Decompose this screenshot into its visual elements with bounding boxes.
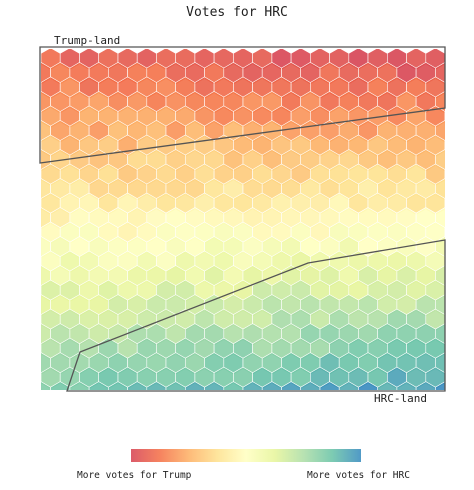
hex-cell	[444, 53, 445, 65]
hex-cell	[415, 381, 436, 390]
hex-cell	[146, 381, 167, 390]
hex-cell	[444, 256, 445, 269]
hex-cell	[41, 140, 42, 152]
hex-cell	[41, 256, 42, 269]
hex-cell	[41, 285, 42, 298]
hex-cell	[88, 381, 109, 390]
hex-cell	[455, 62, 474, 84]
hex-cell	[50, 381, 71, 390]
hex-cell	[444, 140, 445, 152]
trump-land-region	[39, 46, 446, 164]
hrc-land-label: HRC-land	[374, 392, 427, 405]
hex-cell	[455, 91, 474, 113]
hex-cell	[41, 372, 42, 385]
hex-cell	[338, 381, 359, 390]
hex-cell	[444, 314, 445, 327]
hex-cell	[444, 111, 445, 123]
hex-cell	[444, 169, 445, 181]
hex-cells	[41, 49, 474, 404]
hex-cell	[319, 381, 340, 390]
hex-cell	[41, 169, 42, 181]
hex-cell	[455, 353, 474, 375]
hex-cell	[444, 227, 445, 240]
hex-cell	[455, 208, 474, 230]
hex-cell	[281, 381, 302, 390]
hrc-land-region	[66, 239, 446, 392]
hex-cell	[41, 198, 42, 211]
hex-cell	[455, 324, 474, 346]
hex-cell	[358, 381, 379, 390]
hex-cell	[165, 381, 186, 390]
hex-cell	[444, 82, 445, 94]
hex-cell	[455, 179, 474, 201]
chart-title: Votes for HRC	[186, 5, 288, 20]
hex-cell	[41, 343, 42, 356]
hex-cell	[41, 314, 42, 327]
hex-cell	[455, 120, 474, 142]
hex-cell	[223, 381, 244, 390]
hex-cell	[377, 381, 398, 390]
hex-cell	[108, 381, 128, 390]
hex-cell	[444, 198, 445, 211]
hex-cell	[455, 295, 474, 317]
hex-cell	[204, 381, 225, 390]
colorbar: More votes for Trump More votes for HRC	[77, 449, 410, 481]
hex-cell	[455, 237, 474, 259]
hex-cell	[41, 227, 42, 240]
hex-cell	[41, 381, 51, 390]
colorbar-label-hrc: More votes for HRC	[307, 470, 410, 481]
colorbar-label-trump: More votes for Trump	[77, 470, 192, 481]
colorbar-gradient	[131, 449, 361, 462]
hex-cell	[435, 381, 445, 390]
hex-cell	[242, 381, 263, 390]
hex-cell	[300, 381, 321, 390]
hex-cell	[444, 343, 445, 356]
hex-cell	[396, 381, 417, 390]
hex-cell	[41, 111, 42, 123]
hex-cell	[455, 266, 474, 288]
hex-cell	[455, 150, 474, 172]
hex-cell	[69, 381, 90, 390]
hex-cell	[261, 381, 282, 390]
hex-cell	[455, 382, 474, 404]
hex-cell	[444, 285, 445, 298]
hex-cell	[41, 53, 42, 65]
hex-cell	[444, 372, 445, 385]
hex-cell	[127, 381, 148, 390]
trump-land-label: Trump-land	[54, 34, 120, 47]
hex-cell	[41, 82, 42, 94]
hex-cell	[185, 381, 205, 390]
